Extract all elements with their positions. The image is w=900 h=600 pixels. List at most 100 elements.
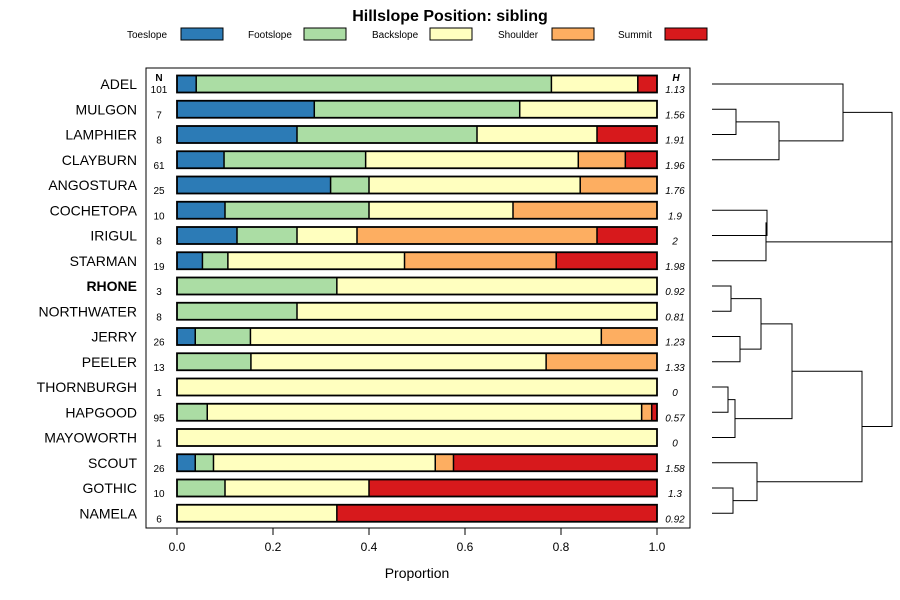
row-n-mayoworth: 1 <box>156 439 162 450</box>
legend: Toeslope Footslope Backslope Shoulder Summit <box>127 27 708 41</box>
bar-mulgon-footslope <box>314 100 520 118</box>
dendrogram-branch <box>731 298 762 350</box>
dendrogram-branch <box>712 83 844 142</box>
dendrogram-branch <box>712 336 741 363</box>
bar-adel-toeslope <box>177 75 197 93</box>
bar-gothic-summit <box>369 479 657 497</box>
bar-rhone-backslope <box>336 277 657 295</box>
bar-outline-peeler <box>176 352 658 372</box>
bar-irigul-footslope <box>237 227 297 244</box>
legend-swatch-toeslope <box>180 27 224 41</box>
dendrogram-branch <box>712 121 780 161</box>
bar-namela-summit <box>336 504 657 522</box>
bar-starman-footslope <box>202 252 228 270</box>
dendrogram-branch <box>712 285 732 312</box>
bar-scout-shoulder <box>435 454 454 472</box>
row-label-clayburn: CLAYBURN <box>62 152 137 168</box>
row-h-starman: 1.98 <box>665 262 685 273</box>
bar-clayburn-footslope <box>224 151 366 169</box>
bar-mulgon-backslope <box>519 100 657 118</box>
dendrogram-branch <box>712 487 734 514</box>
bar-outline-namela <box>176 503 658 523</box>
row-label-gothic: GOTHIC <box>83 480 137 496</box>
bar-hapgood-footslope <box>177 403 208 421</box>
bar-scout-toeslope <box>177 454 196 472</box>
row-h-adel: 1.13 <box>665 85 685 96</box>
legend-label-shoulder: Shoulder <box>498 30 539 41</box>
bar-irigul-backslope <box>297 227 357 244</box>
bar-clayburn-summit <box>625 151 657 169</box>
row-h-mulgon: 1.56 <box>665 110 685 121</box>
row-n-angostura: 25 <box>153 186 165 197</box>
bar-adel-backslope <box>551 75 638 93</box>
bar-angostura-backslope <box>369 176 581 194</box>
row-label-cochetopa: COCHETOPA <box>50 202 138 218</box>
bar-starman-backslope <box>227 252 405 270</box>
row-n-jerry: 26 <box>153 338 165 349</box>
x-tick-label-1: 0.2 <box>265 540 282 554</box>
bar-clayburn-toeslope <box>177 151 225 169</box>
bar-mayoworth-backslope <box>177 429 657 446</box>
bar-cochetopa-toeslope <box>177 201 225 219</box>
dendrogram-branch <box>712 386 729 413</box>
bar-jerry-backslope <box>250 328 602 345</box>
x-tick-label-5: 1.0 <box>649 540 666 554</box>
bar-gothic-footslope <box>177 479 225 497</box>
row-h-irigul: 2 <box>671 237 678 248</box>
row-h-jerry: 1.23 <box>665 338 685 349</box>
row-label-thornburgh: THORNBURGH <box>37 379 137 395</box>
row-label-irigul: IRIGUL <box>90 228 137 244</box>
row-h-cochetopa: 1.9 <box>668 211 682 222</box>
dendrogram-branch <box>735 323 793 420</box>
bar-rhone-footslope <box>177 277 337 295</box>
row-label-rhone: RHONE <box>86 278 137 294</box>
row-label-adel: ADEL <box>100 76 137 92</box>
bar-clayburn-shoulder <box>578 151 626 169</box>
row-n-northwater: 8 <box>156 312 162 323</box>
row-label-peeler: PEELER <box>82 354 137 370</box>
row-label-namela: NAMELA <box>79 505 137 521</box>
bar-outline-cochetopa <box>176 200 658 220</box>
legend-label-toeslope: Toeslope <box>127 30 167 41</box>
legend-label-summit: Summit <box>618 30 652 41</box>
x-axis: 0.0 0.2 0.4 0.6 0.8 1.0 <box>169 528 666 554</box>
bar-starman-toeslope <box>177 252 203 270</box>
bar-jerry-footslope <box>195 328 251 345</box>
row-h-angostura: 1.76 <box>665 186 685 197</box>
bar-mulgon-toeslope <box>177 100 315 118</box>
bar-lamphier-footslope <box>297 126 477 143</box>
dendrogram-branch <box>712 462 758 502</box>
row-h-namela: 0.92 <box>665 514 685 525</box>
row-label-scout: SCOUT <box>88 455 137 471</box>
bar-outline-mulgon <box>176 99 658 119</box>
row-h-peeler: 1.33 <box>665 363 685 374</box>
dendrogram-branch <box>712 209 768 236</box>
row-n-mulgon: 7 <box>156 110 162 121</box>
row-label-hapgood: HAPGOOD <box>65 404 137 420</box>
dendrogram-branch <box>712 108 737 135</box>
bar-outline-angostura <box>176 175 658 195</box>
bar-hapgood-summit <box>651 403 657 421</box>
row-h-hapgood: 0.57 <box>665 413 685 424</box>
legend-swatch-footslope <box>303 27 347 41</box>
bar-scout-backslope <box>213 454 436 472</box>
bar-scout-summit <box>453 454 657 472</box>
bar-cochetopa-shoulder <box>513 201 657 219</box>
dendrogram-branch <box>862 177 893 427</box>
bar-peeler-backslope <box>250 353 547 371</box>
row-label-mayoworth: MAYOWORTH <box>44 430 137 446</box>
row-n-lamphier: 8 <box>156 136 162 147</box>
row-n-rhone: 3 <box>156 287 162 298</box>
bar-clayburn-backslope <box>365 151 579 169</box>
bar-irigul-toeslope <box>177 227 237 244</box>
row-n-thornburgh: 1 <box>156 388 162 399</box>
bar-starman-shoulder <box>404 252 557 270</box>
bar-angostura-shoulder <box>580 176 657 194</box>
bar-jerry-shoulder <box>601 328 657 345</box>
bar-lamphier-summit <box>597 126 657 143</box>
bar-angostura-toeslope <box>177 176 331 194</box>
row-label-mulgon: MULGON <box>76 101 137 117</box>
bar-adel-summit <box>637 75 657 93</box>
